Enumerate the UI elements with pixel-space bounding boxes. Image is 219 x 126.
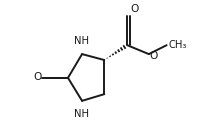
Text: CH₃: CH₃ <box>169 40 187 50</box>
Text: NH: NH <box>74 109 89 119</box>
Text: NH: NH <box>74 36 89 46</box>
Text: O: O <box>34 72 42 82</box>
Text: O: O <box>150 51 158 61</box>
Text: O: O <box>131 4 139 14</box>
